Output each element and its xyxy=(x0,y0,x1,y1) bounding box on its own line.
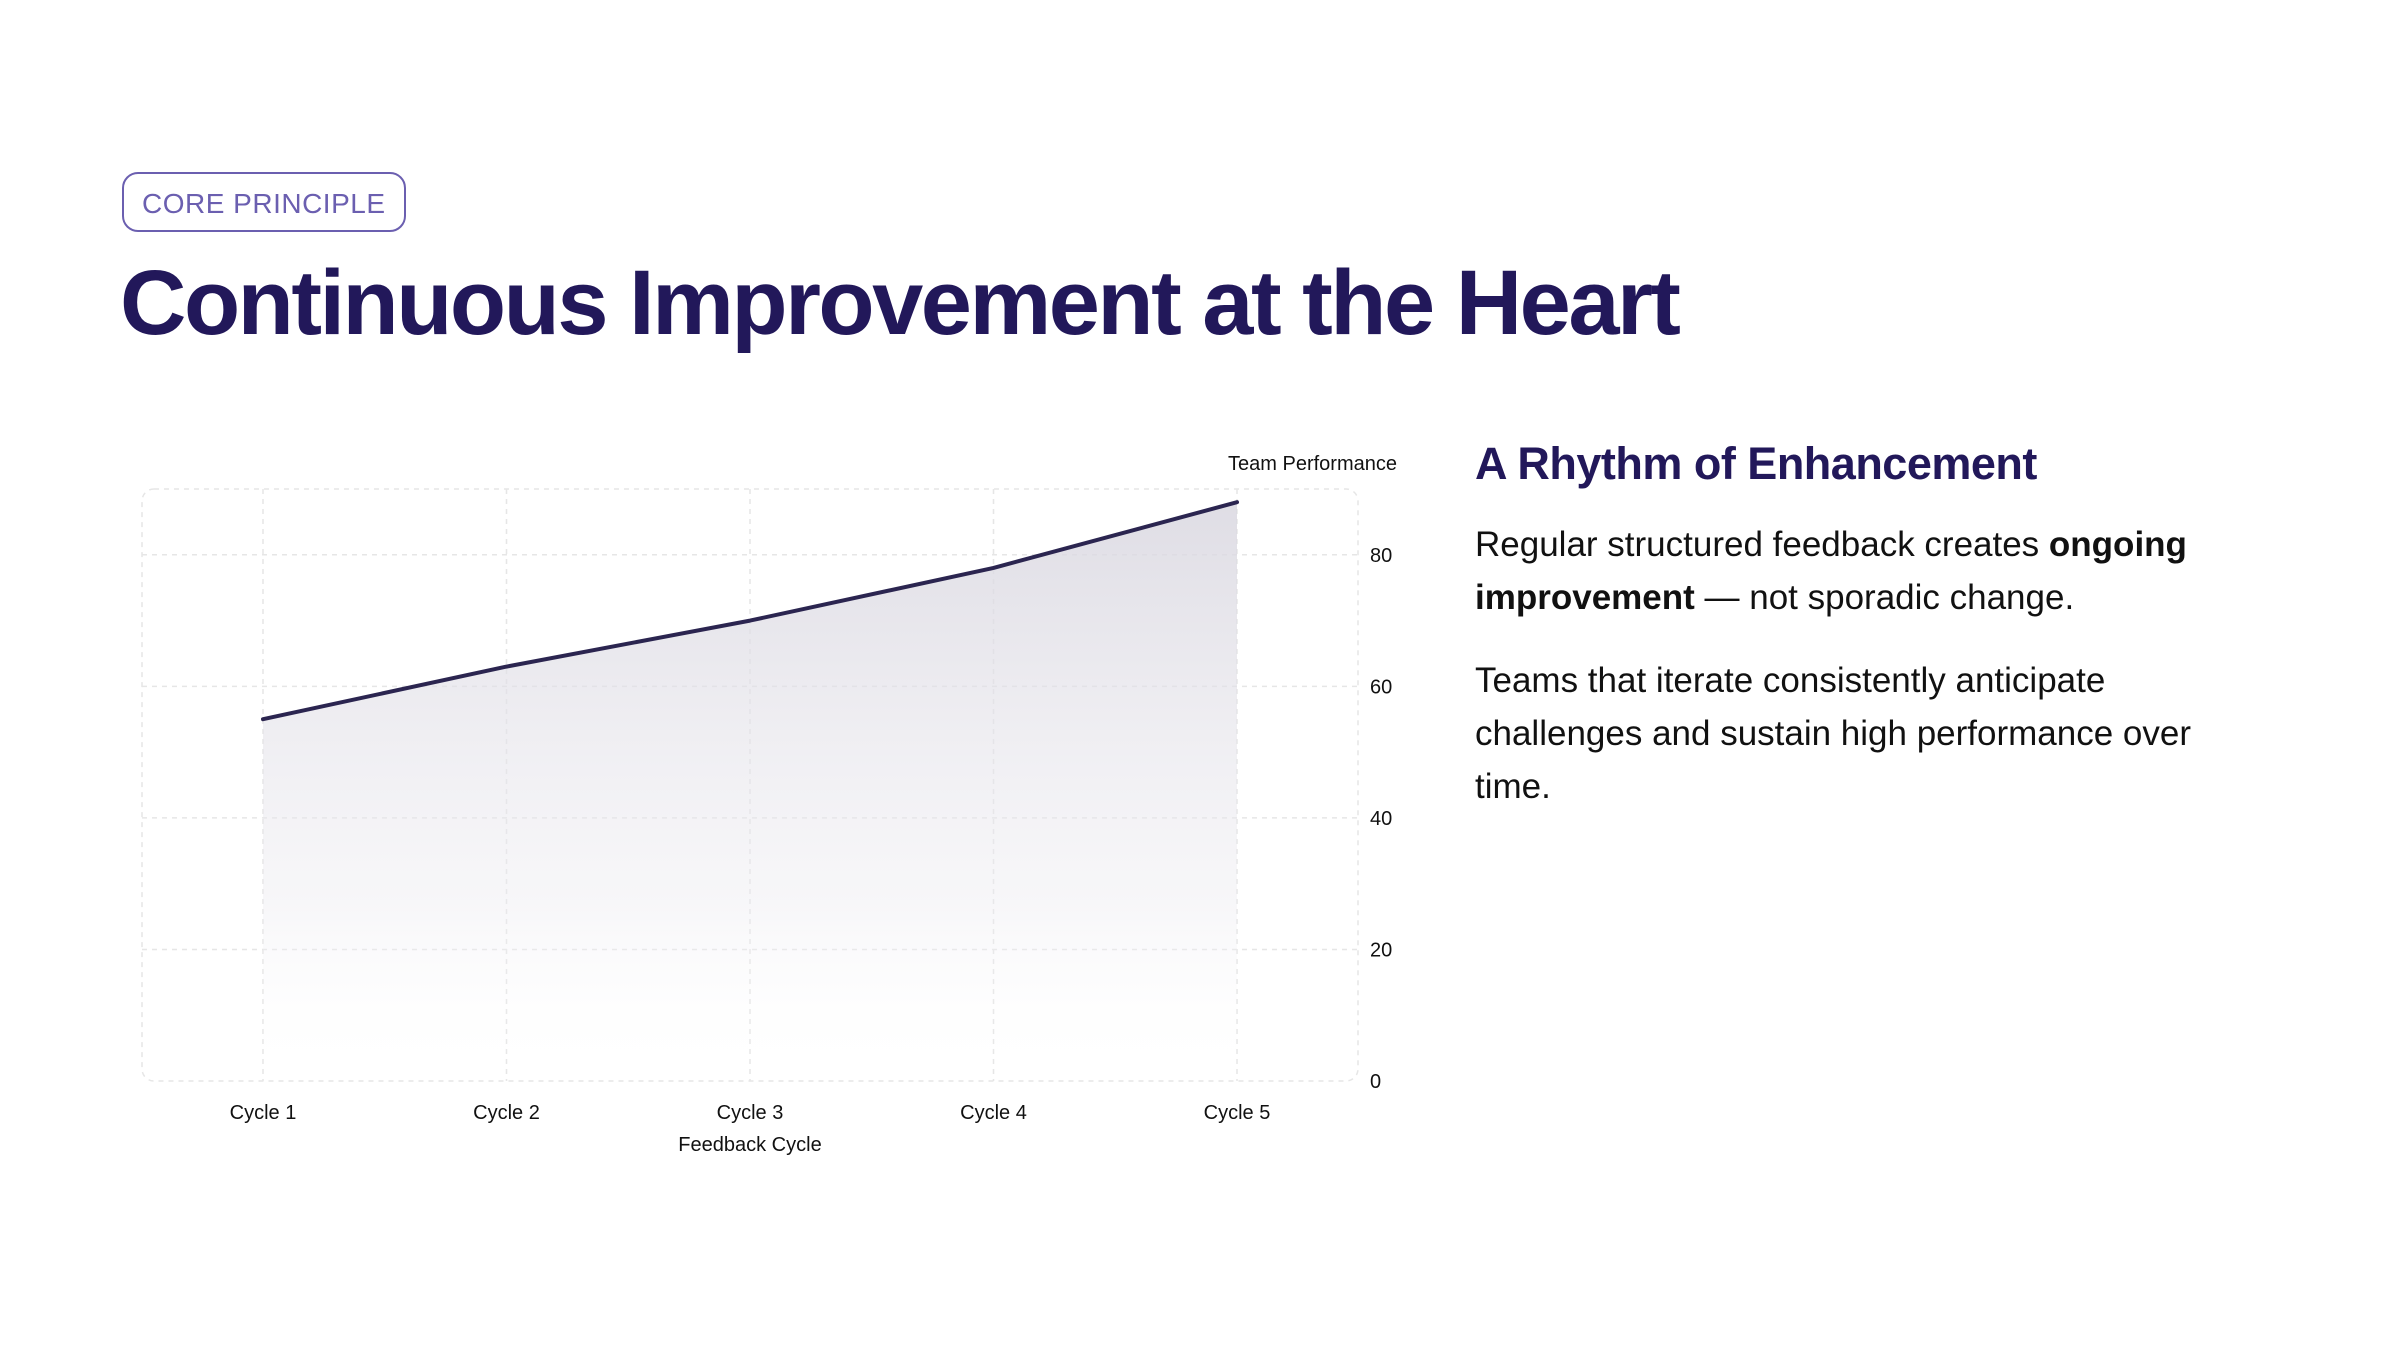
category-badge: CORE PRINCIPLE xyxy=(122,172,406,232)
y-axis-label: Team Performance xyxy=(1228,453,1397,475)
side-paragraph-2: Teams that iterate consistently anticipa… xyxy=(1475,661,2191,806)
x-axis-ticks: Cycle 1 Cycle 2 Cycle 3 Cycle 4 Cycle 5 xyxy=(230,1102,1271,1124)
y-tick-label: 60 xyxy=(1370,676,1392,698)
side-heading: A Rhythm of Enhancement xyxy=(1475,438,2037,489)
side-panel: A Rhythm of Enhancement Regular structur… xyxy=(1475,436,2235,843)
x-tick-label: Cycle 1 xyxy=(230,1102,297,1124)
x-axis-label: Feedback Cycle xyxy=(678,1134,821,1156)
x-tick-label: Cycle 3 xyxy=(717,1102,784,1124)
side-paragraph-1: Regular structured feedback creates ongo… xyxy=(1475,518,2235,624)
p1-text-start: Regular structured feedback creates xyxy=(1475,525,2049,564)
x-tick-label: Cycle 5 xyxy=(1204,1102,1271,1124)
y-tick-label: 80 xyxy=(1370,545,1392,567)
series-line xyxy=(261,500,1239,722)
page-title: Continuous Improvement at the Heart xyxy=(120,252,1681,354)
y-axis-ticks: 0 20 40 60 80 xyxy=(1370,545,1392,1093)
y-tick-label: 20 xyxy=(1370,939,1392,961)
y-tick-label: 0 xyxy=(1370,1071,1381,1093)
y-tick-label: 40 xyxy=(1370,808,1392,830)
performance-chart: 0 20 40 60 80 Cycle 1 Cycle 2 Cycle 3 Cycle 4 Cy… xyxy=(120,440,1420,1180)
x-tick-label: Cycle 4 xyxy=(960,1102,1027,1124)
x-tick-label: Cycle 2 xyxy=(473,1102,540,1124)
series-area xyxy=(263,502,1237,1081)
p1-text-end: — not sporadic change. xyxy=(1694,578,2075,617)
p1-emphasis: ongoing improvement xyxy=(1475,525,2187,617)
